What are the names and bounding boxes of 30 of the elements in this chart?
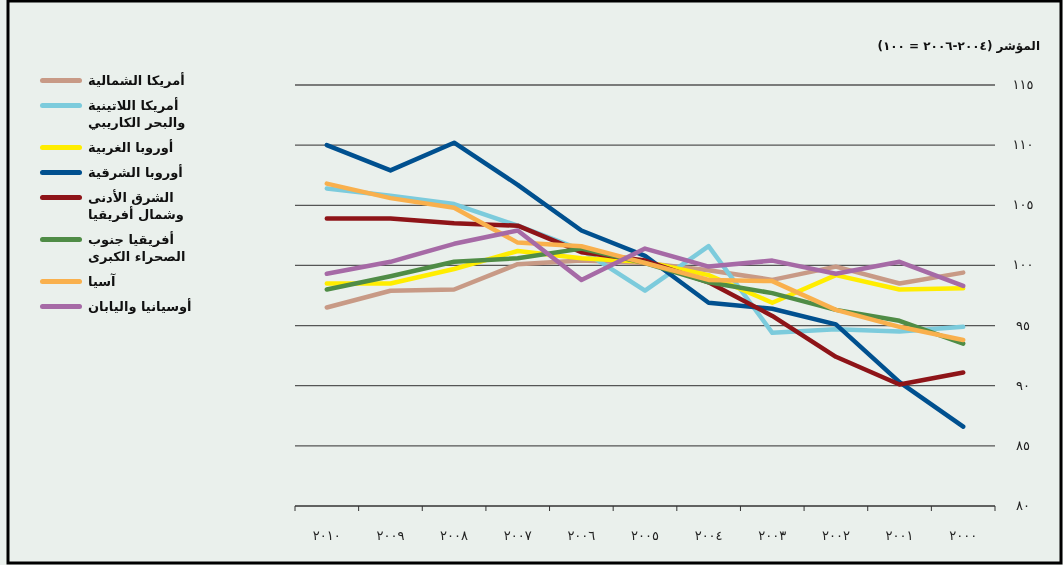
legend-label: الشرق الأدنى وشمال أفريقيا [88, 189, 185, 223]
x-tick-label: ٢٠٠٢ [821, 528, 850, 543]
y-axis-title: المؤشر (٢٠٠٤-٢٠٠٦ = ١٠٠) [877, 39, 1040, 54]
line-series [324, 140, 966, 429]
legend-label: أمريكا الشمالية [88, 72, 185, 89]
legend-label: أوروبا الغربية [88, 139, 174, 156]
legend-label: أوسيانيا واليابان [88, 298, 192, 315]
legend-label: أفريقيا جنوب الصحراء الكبرى [88, 231, 187, 265]
x-tick-label: ٢٠٠٦ [567, 528, 596, 543]
y-tick-label: ١٠٠ [1012, 257, 1034, 273]
y-tick-label: ٩٠ [1016, 377, 1030, 393]
y-tick-label: ١٠٥ [1012, 197, 1034, 213]
y-tick-label: ١١٥ [1012, 77, 1034, 92]
x-tick-label: ٢٠١٠ [312, 528, 341, 543]
legend-label: أوروبا الشرقية [88, 164, 183, 181]
legend-label: آسيا [88, 273, 116, 290]
x-tick-label: ٢٠٠١ [885, 528, 914, 543]
y-tick-label: ٨٠ [1016, 498, 1030, 513]
x-tick-label: ٢٠٠٧ [503, 528, 532, 543]
x-tick-label: ٢٠٠٠ [949, 528, 978, 543]
x-tick-label: ٢٠٠٤ [694, 528, 723, 543]
x-tick-label: ٢٠٠٩ [376, 528, 405, 543]
y-tick-label: ٨٥ [1016, 437, 1030, 453]
line-series [324, 228, 966, 289]
y-tick-label: ٩٥ [1016, 317, 1030, 333]
legend-label: أمريكا اللاتينية والبحر الكاريبي [88, 97, 187, 131]
y-tick-label: ١١٠ [1012, 137, 1034, 153]
x-tick-label: ٢٠٠٨ [440, 528, 469, 543]
x-tick-label: ٢٠٠٥ [631, 528, 659, 543]
x-tick-label: ٢٠٠٣ [758, 528, 787, 543]
